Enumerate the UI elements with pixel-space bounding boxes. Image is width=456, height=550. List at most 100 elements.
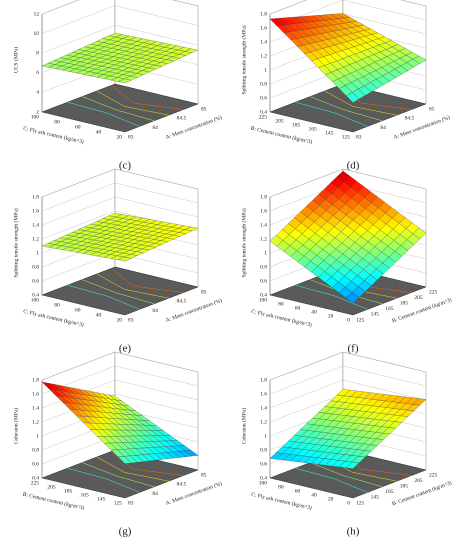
y-tick-label: 80 <box>54 302 60 308</box>
z-tick-label: 1.4 <box>260 222 267 228</box>
x-tick-label: 125 <box>356 317 365 323</box>
y-tick-label: 40 <box>96 312 102 318</box>
z-tick-label: 1.6 <box>260 208 267 214</box>
wall-grid <box>269 168 427 198</box>
x-tick-label: 85 <box>201 106 207 112</box>
x-tick-label: 225 <box>429 472 438 478</box>
z-tick-label: 10 <box>34 31 40 37</box>
x-tick-label: 165 <box>385 489 394 495</box>
x-tick-label: 84 <box>380 125 386 131</box>
z-tick-label: 1 <box>264 433 267 439</box>
x-tick-label: 83 <box>128 134 134 140</box>
x-tick-label: 83 <box>128 500 134 506</box>
y-tick-label: 100 <box>259 297 268 303</box>
surface-cell <box>345 92 360 103</box>
z-tick-label: 0.8 <box>260 447 267 453</box>
panel: 1.8 1.6 1.4 1.2 1 0.8 0.6 0.4 83 84 84.5 85 225 205 18… <box>240 0 451 172</box>
z-tick-label: 8 <box>36 50 39 56</box>
x-axis-label: A: Mass concentration (%) <box>165 297 223 324</box>
z-tick-label: 1.4 <box>32 405 39 411</box>
surface-cell <box>345 461 360 469</box>
x-axis-label: A: Mass concentration (%) <box>393 114 451 141</box>
caption: (h) <box>347 526 360 538</box>
x-axis-label: A: Mass concentration (%) <box>165 114 223 141</box>
y-tick-label: 145 <box>97 496 106 502</box>
y-tick-label: 60 <box>75 124 81 130</box>
z-tick-label: 0.4 <box>260 292 267 298</box>
z-tick-label: 1.8 <box>260 377 267 383</box>
z-tick-label: 1.8 <box>32 377 39 383</box>
y-tick-label: 40 <box>96 129 102 135</box>
surface-cell <box>117 256 132 262</box>
y-tick-label: 60 <box>75 307 81 313</box>
z-tick-label: 1.2 <box>32 419 39 425</box>
y-tick-label: 20 <box>117 134 123 140</box>
y-tick-label: 0 <box>347 500 350 506</box>
z-tick-label: 1.4 <box>260 405 267 411</box>
x-tick-label: 84 <box>152 308 158 314</box>
wall-grid <box>269 365 427 395</box>
y-tick-label: 125 <box>342 134 351 140</box>
x-tick-label: 84.5 <box>177 116 187 122</box>
caption: (g) <box>119 526 132 538</box>
caption: (c) <box>119 160 132 172</box>
y-axis-label: C: Fly ash content (kg/m^3) <box>251 308 313 329</box>
floor-contour <box>310 462 383 488</box>
z-axis-label: Cohesion (MPa) <box>12 408 19 444</box>
x-tick-label: 84.5 <box>405 116 415 122</box>
y-tick-label: 80 <box>278 484 284 490</box>
wall-grid <box>41 365 199 395</box>
z-tick-label: 0.8 <box>260 81 267 87</box>
y-tick-label: 100 <box>259 480 268 486</box>
floor-contour <box>67 284 140 310</box>
z-tick-label: 1 <box>264 250 267 256</box>
floor-contour <box>82 462 155 488</box>
y-tick-label: 100 <box>31 297 40 303</box>
wall-grid <box>41 351 199 381</box>
y-tick-label: 40 <box>311 309 317 315</box>
x-axis-label: A: Mass concentration (%) <box>165 480 223 507</box>
z-axis-label: Splitting tensile strength (MPa) <box>12 208 19 277</box>
floor-contour <box>96 90 169 116</box>
y-tick-label: 0 <box>347 317 350 323</box>
z-tick-label: 4 <box>36 90 39 96</box>
x-tick-label: 185 <box>400 483 409 489</box>
z-tick-label: 1.6 <box>260 25 267 31</box>
y-tick-label: 60 <box>295 488 301 494</box>
floor <box>41 83 199 133</box>
y-tick-label: 185 <box>64 488 73 494</box>
y-tick-label: 20 <box>328 313 334 319</box>
z-tick-label: 1.8 <box>260 194 267 200</box>
z-tick-label: 1.8 <box>260 11 267 17</box>
x-tick-label: 84.5 <box>177 299 187 305</box>
floor-contour <box>111 268 184 293</box>
floor-contour <box>295 101 368 127</box>
y-axis-label: B: Cement content (kg/m^3) <box>250 125 313 146</box>
wall-grid <box>41 5 199 34</box>
z-tick-label: 1 <box>36 433 39 439</box>
floor <box>41 266 199 316</box>
y-tick-label: 205 <box>47 484 56 490</box>
x-tick-label: 84 <box>152 491 158 497</box>
z-tick-label: 1 <box>264 67 267 73</box>
z-tick-label: 0.6 <box>260 95 267 101</box>
floor-contour <box>295 467 368 493</box>
floor-contour <box>67 467 140 493</box>
surface-cell <box>117 78 132 84</box>
z-axis-label: Cohesion (MPa) <box>240 408 247 444</box>
x-tick-label: 225 <box>429 289 438 295</box>
z-tick-label: 1.6 <box>32 391 39 397</box>
z-tick-label: 0.4 <box>32 292 39 298</box>
panel: 1.8 1.6 1.4 1.2 1 0.8 0.6 0.4 83 84 84.5 85 225 205 18… <box>12 351 223 538</box>
y-tick-label: 145 <box>325 130 334 136</box>
z-tick-label: 0.8 <box>32 447 39 453</box>
panel: 1.8 1.6 1.4 1.2 1 0.8 0.6 0.4 125 145 165 185 205 225… <box>240 351 453 538</box>
x-tick-label: 165 <box>385 306 394 312</box>
y-tick-label: 80 <box>278 301 284 307</box>
surface-cell <box>345 292 360 304</box>
wall-grid <box>269 351 427 381</box>
wall-grid <box>41 24 199 54</box>
x-tick-label: 145 <box>371 312 380 318</box>
z-tick-label: 0.6 <box>260 278 267 284</box>
y-tick-label: 185 <box>292 122 301 128</box>
